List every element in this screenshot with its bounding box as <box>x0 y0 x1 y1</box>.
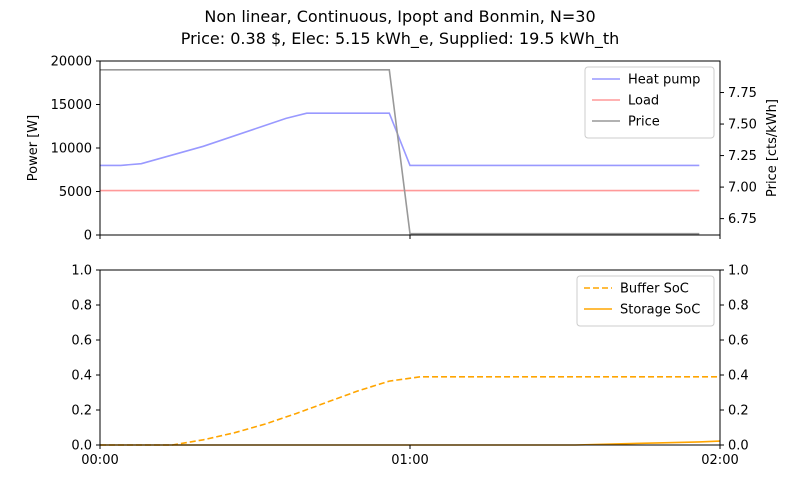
legend-label: Load <box>628 94 659 109</box>
y-tick-label: 1.0 <box>71 264 92 279</box>
y2-tick-label: 7.00 <box>728 181 757 196</box>
y-tick-label: 0.0 <box>71 439 92 454</box>
y-tick-label: 10000 <box>51 142 92 157</box>
y-tick-label: 0.6 <box>71 334 92 349</box>
y2-tick-label: 6.75 <box>728 212 757 227</box>
chart-title: Non linear, Continuous, Ipopt and Bonmin… <box>204 7 596 26</box>
y-tick-label: 0 <box>84 229 92 244</box>
y-tick-label: 20000 <box>51 55 92 70</box>
y2-tick-label: 1.0 <box>728 264 749 279</box>
y2-tick-label: 7.50 <box>728 118 757 133</box>
y-tick-label: 0.4 <box>71 369 92 384</box>
y2-tick-label: 0.4 <box>728 369 749 384</box>
legend-label: Storage SoC <box>620 303 700 318</box>
legend-label: Price <box>628 115 660 130</box>
x-tick-label: 00:00 <box>81 453 118 468</box>
legend-label: Buffer SoC <box>620 282 689 297</box>
y2-tick-label: 0.0 <box>728 439 749 454</box>
y2-axis-label: Price [cts/kWh] <box>765 99 780 197</box>
x-tick-label: 02:00 <box>701 453 738 468</box>
y2-tick-label: 0.2 <box>728 404 749 419</box>
series-line-buffer-soc <box>100 375 720 446</box>
legend-label: Heat pump <box>628 73 700 88</box>
x-tick-label: 01:00 <box>391 453 428 468</box>
chart-subtitle: Price: 0.38 $, Elec: 5.15 kWh_e, Supplie… <box>180 29 620 48</box>
y-tick-label: 0.8 <box>71 299 92 314</box>
y2-tick-label: 7.25 <box>728 149 757 164</box>
series-line-heat-pump <box>100 112 700 167</box>
y-tick-label: 15000 <box>51 98 92 113</box>
y-tick-label: 5000 <box>59 185 92 200</box>
y-tick-label: 0.2 <box>71 404 92 419</box>
y-axis-label: Power [W] <box>26 115 41 181</box>
y2-tick-label: 0.6 <box>728 334 749 349</box>
y2-tick-label: 0.8 <box>728 299 749 314</box>
series-line-price <box>100 69 700 235</box>
y2-tick-label: 7.75 <box>728 86 757 101</box>
